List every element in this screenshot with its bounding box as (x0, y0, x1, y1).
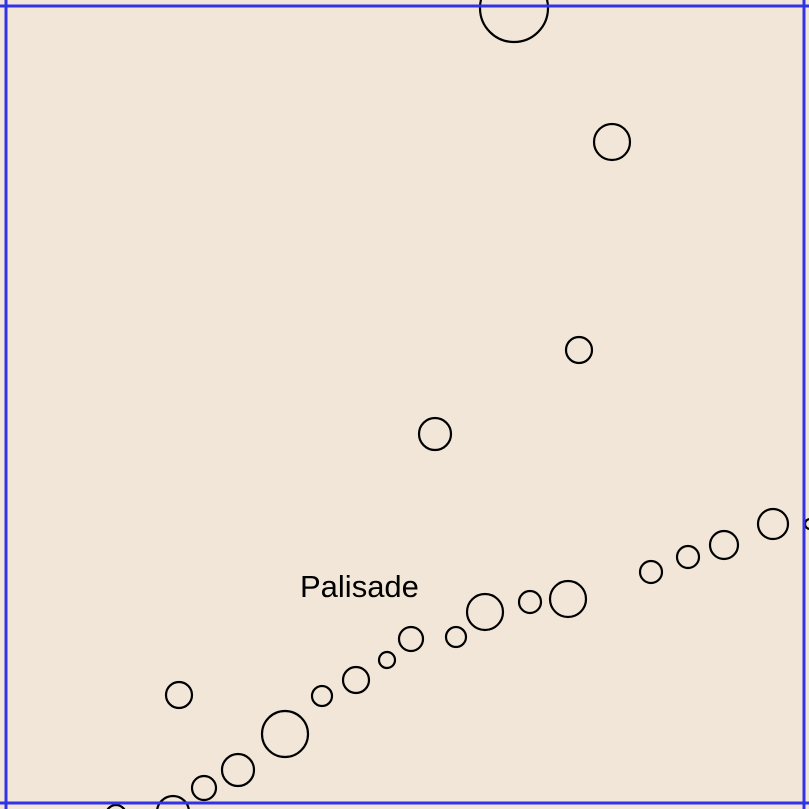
post-marker (478, 0, 550, 44)
post-marker (548, 579, 588, 619)
palisade-post-markers (106, 0, 809, 809)
post-marker (708, 529, 740, 561)
post-marker (465, 592, 505, 632)
post-marker (106, 803, 126, 809)
post-marker (675, 544, 701, 570)
post-marker (220, 752, 256, 788)
post-marker (756, 507, 790, 541)
post-marker (417, 416, 453, 452)
post-marker (377, 650, 397, 670)
post-marker (156, 794, 190, 809)
post-marker (260, 709, 310, 759)
post-marker (444, 625, 468, 649)
post-marker (397, 625, 425, 653)
post-marker (310, 684, 334, 708)
post-marker (190, 774, 218, 802)
post-marker (517, 589, 543, 615)
palisade-label: Palisade (300, 569, 419, 604)
post-marker (564, 335, 594, 365)
post-marker (341, 665, 371, 695)
post-marker (638, 559, 664, 585)
post-marker (592, 122, 632, 162)
post-marker (164, 680, 194, 710)
